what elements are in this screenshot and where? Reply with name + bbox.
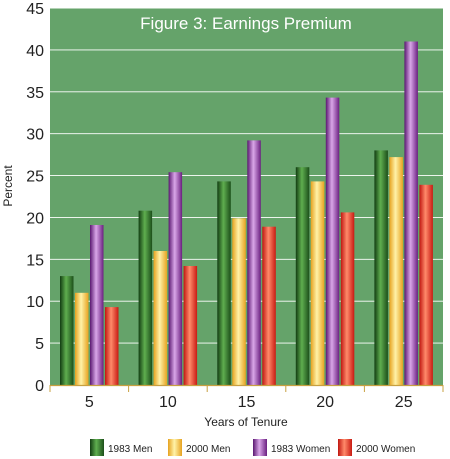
bar bbox=[325, 97, 340, 385]
bar bbox=[90, 225, 104, 385]
bar bbox=[217, 181, 231, 385]
x-tick-label: 5 bbox=[85, 394, 94, 411]
y-axis-ticks: 0 5 10 15 20 25 30 35 40 45 bbox=[26, 1, 44, 395]
legend: 1983 Men 2000 Men 1983 Women 2000 Women bbox=[90, 439, 415, 456]
bar bbox=[247, 140, 261, 385]
legend-label: 1983 Men bbox=[108, 444, 152, 455]
y-tick-label: 15 bbox=[26, 252, 44, 269]
y-tick-label: 35 bbox=[26, 85, 44, 102]
y-tick-label: 5 bbox=[35, 336, 44, 353]
bar bbox=[419, 184, 433, 385]
y-tick-label: 30 bbox=[26, 127, 44, 144]
bar bbox=[153, 251, 168, 385]
bar bbox=[183, 266, 198, 385]
x-tick-label: 15 bbox=[238, 394, 256, 411]
bar bbox=[75, 292, 89, 385]
bar bbox=[232, 218, 246, 385]
legend-swatch bbox=[338, 439, 352, 456]
y-tick-label: 10 bbox=[26, 294, 44, 311]
x-axis-label: Years of Tenure bbox=[204, 415, 288, 429]
y-tick-label: 20 bbox=[26, 210, 44, 227]
legend-label: 2000 Men bbox=[186, 444, 230, 455]
bar bbox=[404, 41, 418, 385]
bar bbox=[262, 226, 276, 385]
y-axis-label: Percent bbox=[1, 165, 15, 207]
bar bbox=[389, 157, 403, 385]
bars bbox=[60, 41, 433, 385]
bar bbox=[168, 172, 183, 385]
bar bbox=[138, 210, 153, 385]
legend-label: 1983 Women bbox=[271, 444, 330, 455]
x-tick-label: 10 bbox=[159, 394, 177, 411]
y-tick-label: 0 bbox=[35, 378, 44, 395]
legend-label: 2000 Women bbox=[356, 444, 415, 455]
bar bbox=[60, 276, 74, 385]
bar bbox=[310, 181, 325, 385]
bar bbox=[340, 212, 355, 385]
legend-swatch bbox=[253, 439, 267, 456]
legend-swatch bbox=[168, 439, 182, 456]
y-tick-label: 40 bbox=[26, 43, 44, 60]
chart-title: Figure 3: Earnings Premium bbox=[140, 14, 352, 33]
y-tick-label: 25 bbox=[26, 169, 44, 186]
x-tick-label: 20 bbox=[316, 394, 334, 411]
bar bbox=[105, 307, 119, 385]
bar bbox=[374, 150, 388, 385]
bar bbox=[295, 167, 310, 385]
legend-swatch bbox=[90, 439, 104, 456]
y-tick-label: 45 bbox=[26, 1, 44, 18]
x-axis: 5 10 15 20 25 bbox=[49, 384, 444, 411]
x-tick-label: 25 bbox=[395, 394, 413, 411]
